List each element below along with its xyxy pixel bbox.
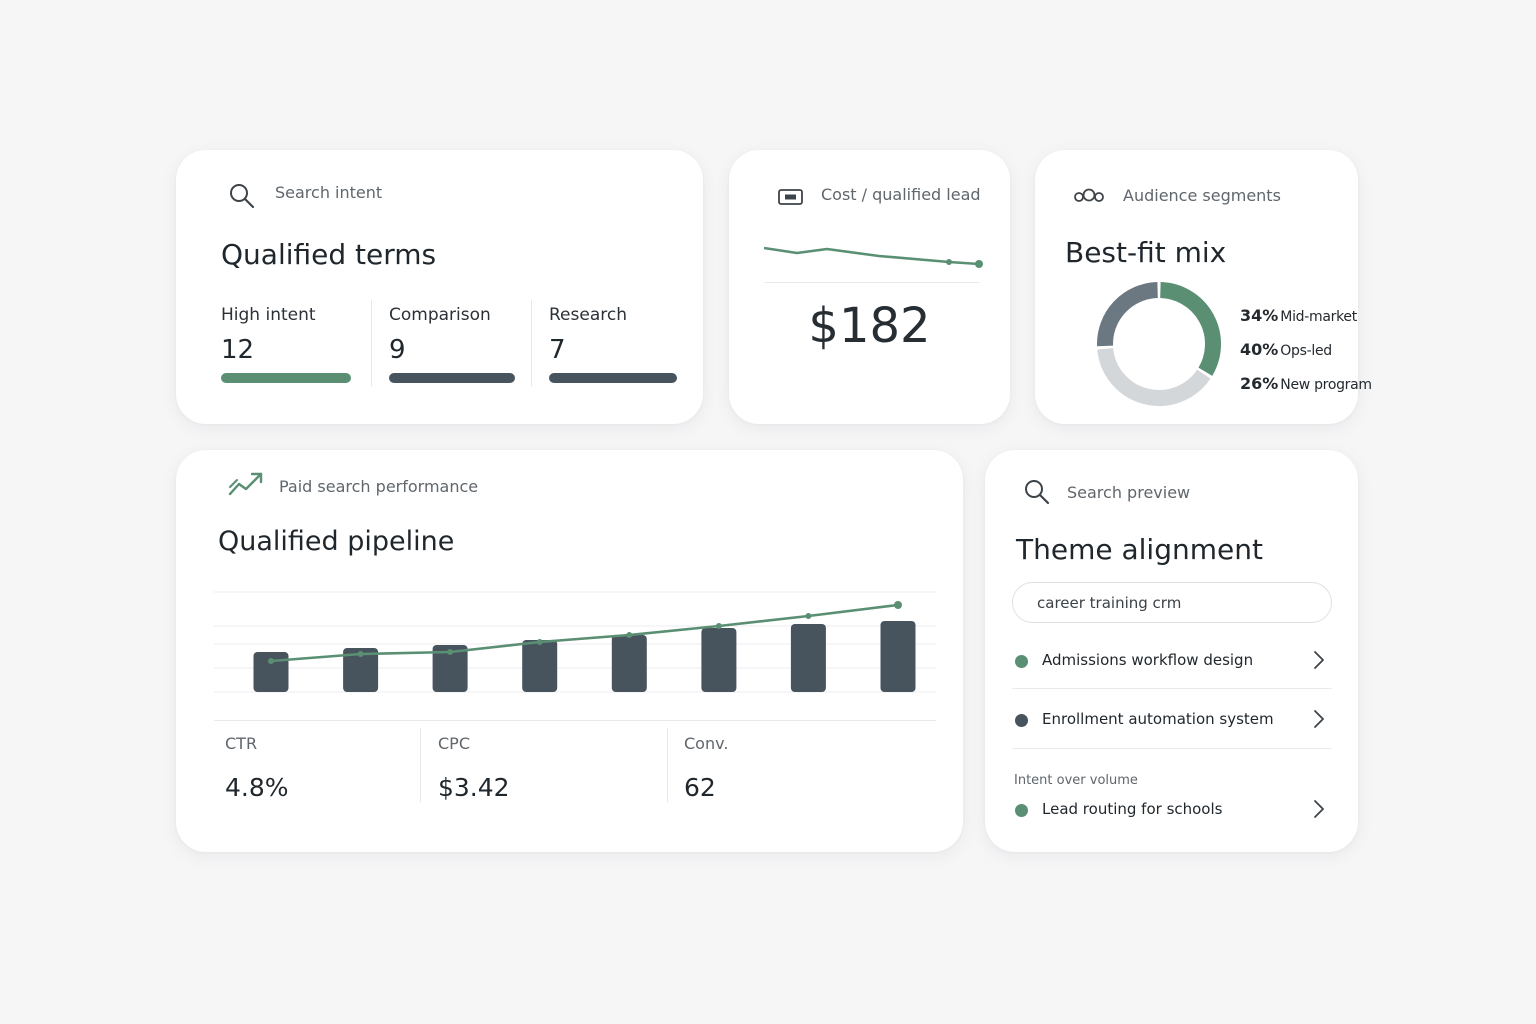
pipeline-line	[270, 603, 899, 663]
divider	[764, 282, 980, 283]
metric-comparison: Comparison 9	[389, 305, 515, 383]
segment-pct: 40%	[1240, 340, 1279, 359]
segments-donut	[1097, 282, 1221, 406]
segment-pct: 26%	[1240, 374, 1279, 393]
pipeline-bar	[432, 645, 468, 692]
metric-high-intent: High intent 12	[221, 305, 351, 383]
card-icon	[777, 187, 805, 212]
pipeline-bar	[522, 640, 558, 692]
pipeline-bar	[253, 652, 289, 692]
segment-mid-market: 34% Mid-market	[1240, 306, 1357, 325]
pipeline-line-point	[268, 658, 274, 664]
cost-value: $182	[808, 298, 931, 354]
metric-label: Comparison	[389, 305, 491, 325]
kpi-cpc: CPC $3.42	[438, 734, 510, 802]
divider	[1012, 688, 1332, 689]
divider	[214, 720, 936, 721]
donut-slice-mid-market	[1159, 282, 1221, 376]
status-dot	[1015, 714, 1028, 727]
cost-sparkline	[763, 246, 983, 268]
metric-label: Research	[549, 305, 627, 325]
segments-icon	[1073, 187, 1105, 210]
card-label: Search intent	[275, 183, 383, 202]
card-title: Qualified pipeline	[218, 526, 455, 557]
divider	[371, 300, 372, 386]
result-enrollment-automation[interactable]: Enrollment automation system	[1012, 700, 1332, 740]
card-label: Search preview	[1067, 483, 1191, 502]
divider	[531, 300, 532, 386]
kpi-ctr: CTR 4.8%	[225, 734, 289, 802]
chevron-right-icon	[1312, 649, 1326, 676]
segment-name: Mid-market	[1280, 309, 1357, 325]
chevron-right-icon	[1312, 708, 1326, 735]
paid-search-performance-card: Paid search performance Qualified pipeli…	[176, 450, 963, 852]
donut-slice-new-program	[1097, 282, 1159, 347]
donut-slice-ops-led	[1097, 347, 1211, 406]
kpi-value: 62	[684, 773, 716, 802]
pipeline-line-point	[357, 651, 364, 657]
kpi-value: $3.42	[438, 773, 510, 802]
result-text: Lead routing for schools	[1042, 800, 1223, 818]
kpi-label: CTR	[225, 734, 258, 753]
kpi-conversions: Conv. 62	[684, 734, 728, 802]
result-admissions-workflow[interactable]: Admissions workflow design	[1012, 641, 1332, 681]
group-label: Intent over volume	[1014, 773, 1138, 788]
pipeline-bar	[611, 635, 647, 692]
pipeline-bar	[790, 624, 826, 692]
pipeline-line-point	[805, 613, 812, 619]
search-icon	[228, 182, 256, 215]
pipeline-bar	[701, 628, 737, 692]
pipeline-line-point	[536, 639, 543, 645]
metric-value: 9	[389, 335, 406, 365]
pipeline-line-point	[626, 632, 633, 638]
metric-bar	[221, 373, 351, 383]
result-lead-routing[interactable]: Lead routing for schools	[1012, 790, 1332, 830]
metric-label: High intent	[221, 305, 316, 325]
metric-research: Research 7	[549, 305, 677, 383]
divider	[420, 728, 421, 802]
kpi-label: CPC	[438, 734, 470, 753]
card-title: Theme alignment	[1016, 533, 1263, 566]
kpi-value: 4.8%	[225, 773, 289, 802]
pipeline-bar	[343, 648, 379, 692]
trend-up-icon	[228, 470, 264, 503]
metric-value: 7	[549, 335, 566, 365]
search-icon	[1023, 478, 1051, 511]
segment-ops-led: 40% Ops-led	[1240, 340, 1332, 359]
card-label: Paid search performance	[279, 477, 479, 496]
pipeline-line-point	[715, 623, 722, 629]
segment-new-program: 26% New program	[1240, 374, 1372, 393]
audience-segments-card: Audience segments Best-fit mix 34% Mid-ma…	[1035, 150, 1372, 424]
card-title: Qualified terms	[221, 238, 437, 271]
segment-pct: 34%	[1240, 306, 1279, 325]
cost-per-lead-card: Cost / qualified lead $182	[729, 150, 1010, 424]
status-dot	[1015, 804, 1028, 817]
segment-name: New program	[1280, 377, 1372, 393]
divider	[1012, 748, 1332, 749]
chevron-right-icon	[1312, 798, 1326, 825]
metric-bar	[389, 373, 515, 383]
metric-value: 12	[221, 335, 255, 365]
status-dot	[1015, 655, 1028, 668]
search-preview-card: Search preview Theme alignment Admission…	[985, 450, 1358, 852]
kpi-label: Conv.	[684, 734, 729, 753]
pipeline-chart	[214, 591, 936, 693]
result-text: Admissions workflow design	[1042, 651, 1254, 669]
card-label: Audience segments	[1123, 186, 1281, 205]
sparkline-point	[946, 259, 952, 265]
card-title: Best-fit mix	[1065, 236, 1227, 269]
divider	[667, 728, 668, 802]
search-input[interactable]	[1012, 582, 1332, 623]
segment-name: Ops-led	[1280, 343, 1332, 359]
pipeline-line-point	[894, 601, 902, 609]
card-label: Cost / qualified lead	[821, 185, 981, 204]
search-intent-card: Search intent Qualified terms High inten…	[176, 150, 703, 424]
metric-bar	[549, 373, 677, 383]
sparkline-end-point	[975, 260, 983, 268]
pipeline-bar	[880, 621, 916, 692]
pipeline-line-point	[447, 649, 454, 655]
result-text: Enrollment automation system	[1042, 710, 1274, 728]
